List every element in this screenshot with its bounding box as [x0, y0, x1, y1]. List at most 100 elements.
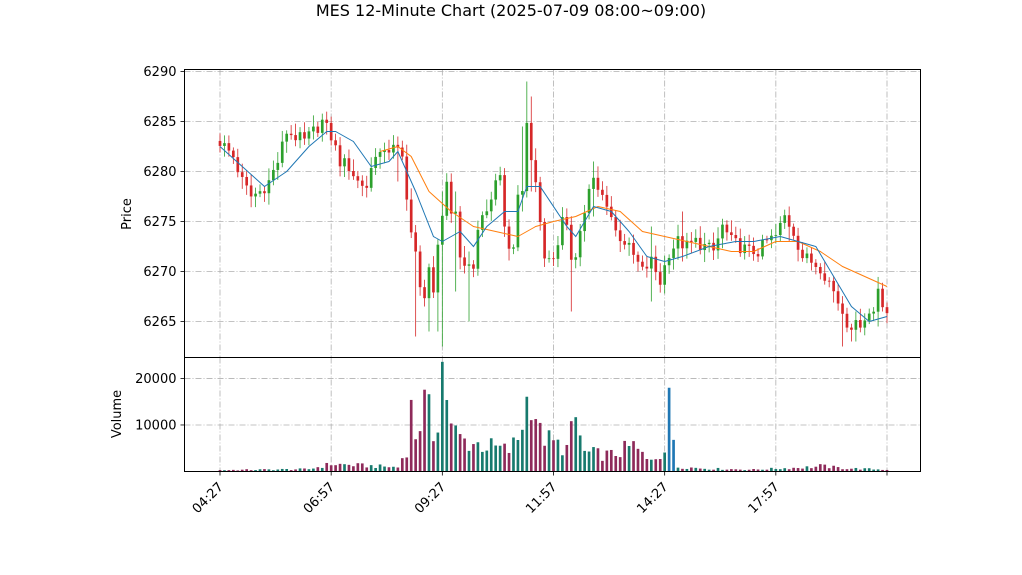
price-ticks: 6265 6270 6275 6280 6285 6290 [143, 65, 185, 330]
volume-bar [396, 467, 400, 472]
volume-bar [792, 467, 795, 472]
x-tick-label: 09:27 [412, 480, 449, 517]
candle-body [454, 211, 458, 214]
candle-body [801, 249, 804, 259]
volume-bar [489, 438, 493, 472]
volume-bar [356, 463, 360, 472]
volume-bar [223, 470, 226, 472]
volume-bar [881, 469, 884, 472]
volume-bar [743, 470, 747, 472]
candle-body [707, 242, 711, 245]
volume-bar [707, 469, 711, 472]
volume-bar [667, 387, 671, 472]
candle-body [783, 215, 787, 223]
candle-body [872, 311, 875, 314]
volume-bar [516, 440, 520, 472]
volume-bar [752, 469, 755, 472]
candle-body [516, 194, 520, 248]
volume-bar [369, 465, 373, 472]
volume-bar [730, 469, 733, 472]
candle-body [778, 222, 782, 236]
candle-body [636, 254, 640, 262]
volume-bar [583, 450, 586, 472]
candle-body [218, 140, 222, 146]
volume-bar [494, 445, 498, 472]
volume-bar [276, 469, 280, 472]
candle-body [534, 160, 538, 183]
volume-bar [485, 450, 489, 472]
volume-bar [316, 467, 320, 472]
candle-body [858, 320, 862, 328]
volume-bar [587, 451, 591, 472]
candle-body [592, 177, 595, 189]
volume-bar [796, 468, 800, 472]
volume-bar [249, 470, 253, 472]
x-tick-label: 11:57 [523, 480, 560, 517]
candle-body [552, 258, 555, 260]
volume-bar [774, 469, 778, 472]
volume-bar [481, 451, 484, 472]
volume-axis-label: Volume [110, 390, 125, 438]
volume-bar [810, 468, 813, 472]
volume-bar [303, 468, 306, 472]
candle-body [850, 327, 853, 330]
candle-body [565, 217, 569, 225]
volume-bar [503, 443, 506, 472]
candle-body [525, 122, 529, 192]
candle-body [681, 236, 684, 249]
candle-body [703, 244, 707, 251]
candle-body [658, 272, 662, 285]
volume-bar [703, 468, 707, 472]
candle-body [712, 242, 715, 251]
candle-body [538, 182, 542, 223]
candle-body [747, 244, 751, 246]
volume-bar [876, 469, 880, 472]
volume-bar [765, 469, 769, 472]
candle-body [449, 181, 453, 214]
candle-body [632, 242, 635, 255]
volume-bar [449, 423, 453, 472]
volume-bar [845, 469, 849, 472]
candle-body [494, 180, 498, 200]
candle-body [690, 240, 693, 242]
candle-body [272, 169, 275, 181]
volume-bar [783, 468, 787, 472]
volume-bar [596, 448, 600, 472]
volume-bar [400, 458, 404, 472]
candle-body [303, 132, 306, 139]
volume-bar [721, 469, 724, 472]
candle-body [818, 266, 822, 274]
candle-body [378, 152, 382, 157]
candle-body [498, 175, 502, 181]
volume-ticks: 10000 20000 [135, 372, 185, 433]
candle-body [881, 288, 884, 308]
volume-bar [329, 465, 333, 472]
candle-body [556, 245, 560, 259]
volume-bar [805, 466, 809, 472]
candle-body [436, 244, 440, 293]
candle-body [298, 132, 302, 141]
candle-body [738, 238, 742, 254]
candle-body [854, 320, 858, 330]
ma-slow-line [379, 145, 888, 287]
volume-bar [458, 434, 462, 472]
volume-bar [556, 439, 560, 472]
candle-body [876, 288, 880, 312]
price-tick-label: 6280 [143, 165, 176, 180]
candle-body [596, 177, 600, 190]
candle-body [734, 235, 738, 239]
candle-body [512, 247, 515, 249]
volume-bar [685, 468, 689, 472]
volume-bar [352, 466, 355, 472]
candle-body [792, 226, 795, 236]
volume-bar [529, 420, 533, 472]
candle-body [383, 150, 386, 153]
candle-body [774, 235, 778, 236]
volume-bar [312, 468, 315, 472]
candle-body [400, 147, 404, 157]
candle-body [227, 143, 231, 151]
x-ticks: 04:27 06:57 09:27 11:57 14:27 17:57 [190, 471, 888, 517]
price-panel-frame [184, 69, 921, 358]
volume-bar [734, 469, 738, 472]
volume-bar [823, 464, 827, 472]
